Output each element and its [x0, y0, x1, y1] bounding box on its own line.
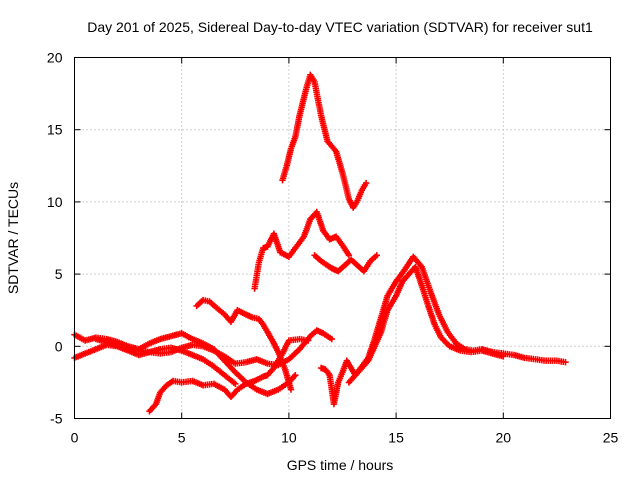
data-series	[71, 71, 569, 415]
y-tick-label: -5	[50, 411, 63, 427]
y-axis-label: SDTVAR / TECUs	[5, 182, 21, 294]
chart-title: Day 201 of 2025, Sidereal Day-to-day VTE…	[87, 19, 593, 35]
series-track-4	[146, 335, 312, 415]
y-tick-label: 15	[47, 122, 63, 138]
series-track-10	[345, 263, 507, 386]
x-tick-label: 20	[496, 430, 512, 446]
series-track-8	[279, 71, 370, 211]
y-tick-label: 20	[47, 50, 63, 66]
series-marks	[146, 335, 312, 415]
x-tick-label: 5	[178, 430, 186, 446]
grid-lines	[74, 57, 611, 419]
x-tick-label: 25	[603, 430, 619, 446]
series-track-7	[311, 252, 380, 275]
x-tick-label: 15	[388, 430, 404, 446]
series-marks	[251, 208, 353, 292]
y-tick-label: 10	[47, 194, 63, 210]
y-tick-label: 0	[55, 338, 63, 354]
series-marks	[345, 263, 507, 386]
series-track-5	[193, 296, 295, 393]
axes: 0 5 10 15 20 25 -5 0 5 10 15 20	[47, 50, 619, 446]
y-tick-label: 5	[55, 266, 63, 282]
x-tick-label: 10	[281, 430, 297, 446]
x-axis-label: GPS time / hours	[287, 457, 394, 473]
series-track-6	[251, 208, 353, 292]
series-marks	[317, 253, 569, 408]
series-marks	[193, 296, 295, 393]
series-marks	[279, 71, 370, 211]
series-track-9	[317, 253, 569, 408]
plot-frame	[74, 57, 611, 419]
series-marks	[311, 252, 380, 275]
x-tick-label: 0	[71, 430, 79, 446]
